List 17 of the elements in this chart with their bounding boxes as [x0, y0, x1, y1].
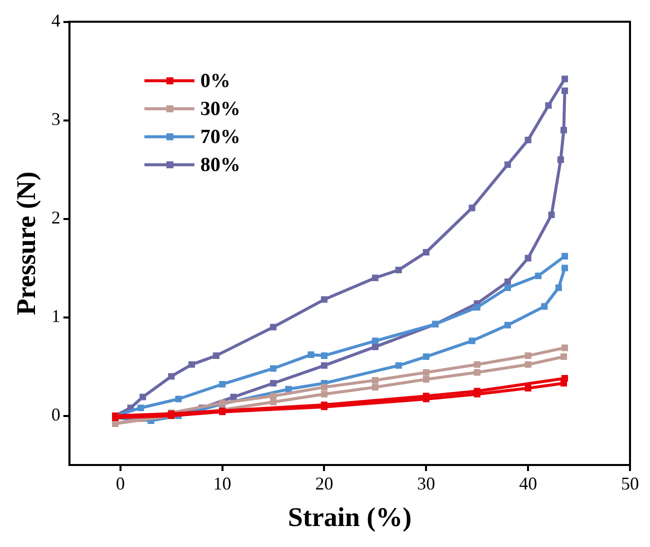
y-tick-label: 2 — [51, 208, 60, 228]
x-axis-title: Strain (%) — [288, 502, 412, 532]
y-tick-label: 4 — [51, 10, 60, 31]
legend-label: 30% — [200, 98, 240, 120]
x-tick-label: 10 — [213, 474, 232, 494]
legend-label: 80% — [200, 154, 240, 176]
x-tick-label: 0 — [116, 474, 125, 494]
y-tick-label: 0 — [51, 404, 60, 424]
y-tick-label: 1 — [51, 306, 60, 326]
legend-label: 0% — [200, 70, 230, 92]
x-tick-label: 50 — [621, 474, 639, 494]
x-tick-label: 40 — [519, 474, 538, 494]
x-tick-label: 30 — [417, 474, 436, 494]
y-axis-title: Pressure (N) — [11, 172, 42, 316]
legend-label: 70% — [200, 126, 240, 148]
x-tick-label: 20 — [315, 474, 334, 494]
y-tick-label: 3 — [51, 109, 60, 130]
